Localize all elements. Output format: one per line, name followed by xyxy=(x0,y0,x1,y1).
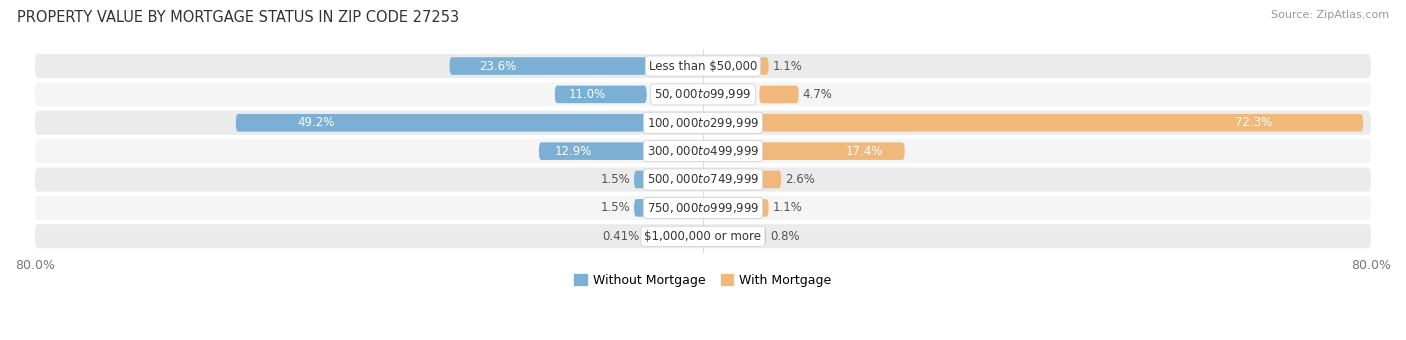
Text: $500,000 to $749,999: $500,000 to $749,999 xyxy=(647,172,759,187)
FancyBboxPatch shape xyxy=(555,86,647,103)
Text: $300,000 to $499,999: $300,000 to $499,999 xyxy=(647,144,759,158)
FancyBboxPatch shape xyxy=(450,57,647,75)
Text: $100,000 to $299,999: $100,000 to $299,999 xyxy=(647,116,759,130)
Text: PROPERTY VALUE BY MORTGAGE STATUS IN ZIP CODE 27253: PROPERTY VALUE BY MORTGAGE STATUS IN ZIP… xyxy=(17,10,458,25)
Text: 0.8%: 0.8% xyxy=(770,230,800,243)
FancyBboxPatch shape xyxy=(759,114,1362,132)
Text: $1,000,000 or more: $1,000,000 or more xyxy=(644,230,762,243)
Text: $50,000 to $99,999: $50,000 to $99,999 xyxy=(654,87,752,101)
FancyBboxPatch shape xyxy=(759,86,799,103)
Text: 17.4%: 17.4% xyxy=(845,144,883,158)
FancyBboxPatch shape xyxy=(538,142,647,160)
Text: 2.6%: 2.6% xyxy=(785,173,815,186)
Text: 4.7%: 4.7% xyxy=(803,88,832,101)
Text: 1.1%: 1.1% xyxy=(773,201,803,214)
Text: 23.6%: 23.6% xyxy=(479,59,516,72)
Text: 11.0%: 11.0% xyxy=(568,88,606,101)
FancyBboxPatch shape xyxy=(236,114,647,132)
FancyBboxPatch shape xyxy=(634,171,647,188)
Text: 72.3%: 72.3% xyxy=(1236,116,1272,129)
Text: 1.5%: 1.5% xyxy=(600,173,630,186)
FancyBboxPatch shape xyxy=(35,224,1371,248)
Text: Source: ZipAtlas.com: Source: ZipAtlas.com xyxy=(1271,10,1389,20)
Text: $750,000 to $999,999: $750,000 to $999,999 xyxy=(647,201,759,215)
Text: 49.2%: 49.2% xyxy=(298,116,335,129)
FancyBboxPatch shape xyxy=(35,167,1371,191)
FancyBboxPatch shape xyxy=(759,199,769,217)
FancyBboxPatch shape xyxy=(35,139,1371,163)
Text: 0.41%: 0.41% xyxy=(602,230,640,243)
FancyBboxPatch shape xyxy=(643,227,647,245)
FancyBboxPatch shape xyxy=(35,111,1371,135)
FancyBboxPatch shape xyxy=(35,54,1371,78)
Text: 1.1%: 1.1% xyxy=(773,59,803,72)
Text: 1.5%: 1.5% xyxy=(600,201,630,214)
Text: Less than $50,000: Less than $50,000 xyxy=(648,59,758,72)
FancyBboxPatch shape xyxy=(759,227,766,245)
FancyBboxPatch shape xyxy=(35,196,1371,220)
Legend: Without Mortgage, With Mortgage: Without Mortgage, With Mortgage xyxy=(569,269,837,292)
FancyBboxPatch shape xyxy=(35,82,1371,106)
FancyBboxPatch shape xyxy=(634,199,647,217)
FancyBboxPatch shape xyxy=(759,57,769,75)
Text: 12.9%: 12.9% xyxy=(555,144,592,158)
FancyBboxPatch shape xyxy=(759,171,782,188)
FancyBboxPatch shape xyxy=(759,142,904,160)
